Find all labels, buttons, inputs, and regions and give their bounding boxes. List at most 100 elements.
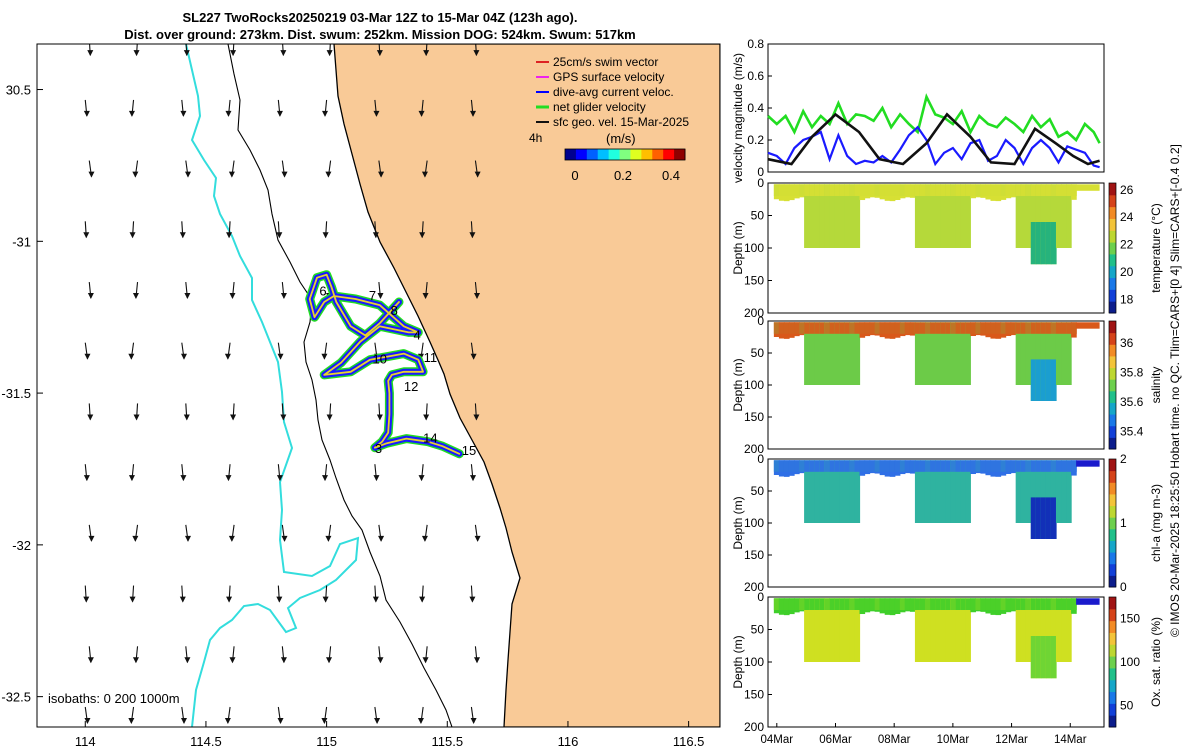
heatmap-surface-cell (1040, 184, 1047, 196)
heatmap-surface-cell (914, 322, 921, 334)
heatmap-surface-cell (935, 460, 941, 472)
geo-velocity-arrow (276, 221, 283, 239)
heatmap-surface-cell (834, 322, 840, 334)
time-xtick-label: 14Mar (1054, 734, 1087, 746)
heatmap-surface-cell (975, 184, 982, 196)
colorbar-segment (652, 149, 664, 160)
heatmap-surface-cell (945, 598, 951, 610)
chart-title-line1: SL227 TwoRocks20250219 03-Mar 12Z to 15-… (182, 10, 578, 25)
geo-velocity-arrow (88, 160, 95, 178)
geo-velocity-arrow (229, 646, 236, 664)
map-chart[interactable]: 6 784 10 11 12 14 3 15 114 114.5 115 115.5 116 116.5… (0, 0, 760, 750)
colorbar-frame (564, 148, 686, 161)
heatmap-colorbar-seg (1109, 414, 1116, 427)
heatmap-surface-cell (824, 460, 830, 472)
map-xtick-label: 114.5 (190, 734, 222, 749)
heatmap-colorbar-seg (1109, 390, 1116, 403)
waypoint-label: 7 (369, 288, 376, 303)
geo-velocity-arrow (87, 44, 94, 57)
heatmap-surface-cell (899, 460, 906, 472)
heatmap-colorbar-seg (1109, 528, 1116, 541)
heatmap-tail (1076, 460, 1100, 467)
heatmap-surface-cell (1025, 460, 1032, 472)
heatmap-colorbar-seg (1109, 277, 1116, 290)
heatmap-surface-cell (829, 460, 835, 472)
heatmap-cell (930, 598, 936, 662)
heatmap-cell (1015, 598, 1022, 662)
heatmap-cell (940, 460, 946, 523)
geo-velocity-arrow (276, 464, 283, 482)
heatmap-surface-cell (914, 460, 921, 472)
heatmap-surface-cell (1061, 184, 1067, 196)
heatmap-surface-cell (945, 460, 951, 472)
heatmap-surface-cell (985, 460, 992, 472)
geo-velocity-arrow (474, 160, 481, 178)
heatmap-surface-cell (794, 184, 800, 196)
heatmap-surface-cell (1050, 598, 1057, 610)
heatmap-colorbar-seg (1109, 703, 1116, 716)
heatmap-surface-cell (965, 322, 971, 334)
heatmap-deep-cell (1035, 359, 1042, 401)
heatmap-deep-cell (1040, 497, 1047, 539)
heatmap-surface-cell (930, 322, 936, 334)
heatmap-ctick-label: 0 (1120, 580, 1127, 594)
heatmap-surface-cell (1030, 460, 1037, 472)
heatmap-ctick-label: 100 (1120, 655, 1140, 669)
heatmap-surface-cell (1045, 460, 1052, 472)
map-ytick-label: 30.5 (6, 83, 31, 98)
heatmap-surface-cell (1035, 460, 1042, 472)
heatmap-surface-cell (819, 460, 825, 472)
heatmap-surface-cell (844, 184, 851, 196)
geo-velocity-arrow (374, 706, 381, 724)
heatmap-surface-cell (1020, 460, 1027, 472)
heatmap-cell (844, 460, 851, 523)
heatmap-surface-cell (1061, 460, 1067, 472)
heatmap-surface-cell (829, 598, 835, 610)
heatmap-surface-cell (849, 460, 856, 472)
heatmap-surface-cell (1040, 460, 1047, 472)
geo-velocity-arrow (181, 706, 188, 724)
geo-velocity-arrow (185, 160, 192, 178)
heatmap-ytick-label: 0 (757, 176, 764, 190)
heatmap-ytick-label: 200 (744, 442, 764, 456)
geo-velocity-arrow (132, 524, 139, 542)
heatmap-surface-cell (904, 184, 911, 196)
geo-velocity-arrow (470, 464, 477, 482)
heatmap-surface-cell (990, 322, 997, 334)
time-xtick-label: 12Mar (995, 734, 1028, 746)
heatmap-surface-cell (1000, 598, 1007, 610)
heatmap-surface-cell (960, 598, 966, 610)
heatmap-cell (804, 598, 810, 662)
heatmap-ctick-label: 50 (1120, 698, 1134, 712)
isobath-1000m (185, 44, 360, 727)
heatmap-ytick-label: 200 (744, 306, 764, 320)
heatmap-surface-cell (1071, 460, 1077, 472)
heatmap-tail (1076, 598, 1100, 605)
geo-velocity-arrow (128, 706, 135, 724)
heatmap-cell (814, 184, 820, 248)
geo-velocity-arrow (280, 646, 287, 664)
heatmap-surface-cell (1005, 184, 1012, 196)
geo-velocity-arrow (228, 524, 235, 542)
heatmap-cell (839, 598, 845, 662)
heatmap-surface-cell (950, 184, 956, 196)
heatmap-surface-cell (965, 598, 971, 610)
heatmap-clabel: chl-a (mg m-3) (1149, 484, 1163, 562)
heatmap-surface-cell (889, 184, 896, 196)
heatmap-surface-cell (1055, 598, 1062, 610)
heatmap-surface-cell (950, 598, 956, 610)
heatmap-surface-cell (814, 184, 820, 196)
heatmap-colorbar-seg (1109, 505, 1116, 518)
geo-velocity-arrow (132, 281, 139, 300)
heatmap-ytick-label: 0 (757, 590, 764, 604)
heatmap-ctick-label: 2 (1120, 452, 1127, 466)
map-xtick-label: 115.5 (431, 734, 463, 749)
geo-velocity-arrow (322, 99, 329, 117)
heatmap-surface-cell (894, 460, 901, 472)
heatmap-cell (924, 598, 931, 662)
heatmap-surface-cell (940, 322, 946, 334)
heatmap-ytick-label: 200 (744, 580, 764, 594)
heatmap-panel-chl-a: 0 50 100 150 200 Depth (m) 0 1 2 chl-a (mg m-3) (731, 452, 1163, 594)
heatmap-surface-cell (1010, 322, 1017, 334)
